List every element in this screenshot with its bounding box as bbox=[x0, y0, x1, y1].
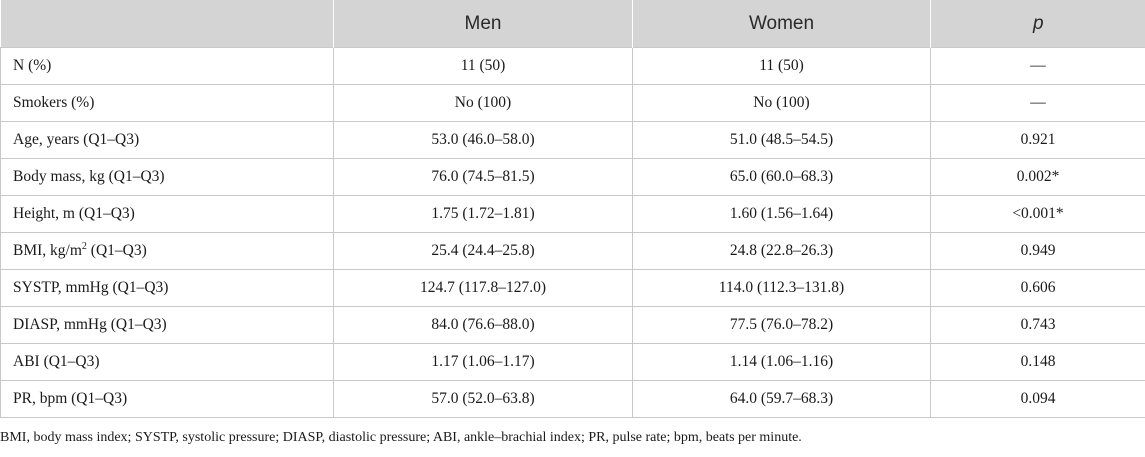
table-row: N (%) 11 (50) 11 (50) — bbox=[0, 47, 1145, 85]
men-value: 1.75 (1.72–1.81) bbox=[333, 195, 633, 233]
women-value: 114.0 (112.3–131.8) bbox=[632, 269, 931, 307]
row-label: Body mass, kg (Q1–Q3) bbox=[0, 158, 334, 196]
row-label: Height, m (Q1–Q3) bbox=[0, 195, 334, 233]
women-value: 51.0 (48.5–54.5) bbox=[632, 121, 931, 159]
table-row: PR, bpm (Q1–Q3) 57.0 (52.0–63.8) 64.0 (5… bbox=[0, 380, 1145, 418]
p-value: — bbox=[930, 84, 1145, 122]
men-value: 1.17 (1.06–1.17) bbox=[333, 343, 633, 381]
men-value: 57.0 (52.0–63.8) bbox=[333, 380, 633, 418]
women-value: 1.60 (1.56–1.64) bbox=[632, 195, 931, 233]
row-label: PR, bpm (Q1–Q3) bbox=[0, 380, 334, 418]
men-value: 11 (50) bbox=[333, 47, 633, 85]
women-value: 11 (50) bbox=[632, 47, 931, 85]
table-row: SYSTP, mmHg (Q1–Q3) 124.7 (117.8–127.0) … bbox=[0, 269, 1145, 307]
row-label: Smokers (%) bbox=[0, 84, 334, 122]
women-value: 24.8 (22.8–26.3) bbox=[632, 232, 931, 270]
row-label: SYSTP, mmHg (Q1–Q3) bbox=[0, 269, 334, 307]
men-value: 124.7 (117.8–127.0) bbox=[333, 269, 633, 307]
women-value: 64.0 (59.7–68.3) bbox=[632, 380, 931, 418]
p-value: — bbox=[930, 47, 1145, 85]
p-value: 0.148 bbox=[930, 343, 1145, 381]
table-row: ABI (Q1–Q3) 1.17 (1.06–1.17) 1.14 (1.06–… bbox=[0, 343, 1145, 381]
table-row: Smokers (%) No (100) No (100) — bbox=[0, 84, 1145, 122]
table-body: N (%) 11 (50) 11 (50) — Smokers (%) No (… bbox=[0, 47, 1145, 418]
row-label-superscript: 2 bbox=[81, 240, 87, 252]
row-label: ABI (Q1–Q3) bbox=[0, 343, 334, 381]
men-value: 53.0 (46.0–58.0) bbox=[333, 121, 633, 159]
men-value: No (100) bbox=[333, 84, 633, 122]
p-value: 0.949 bbox=[930, 232, 1145, 270]
header-women: Women bbox=[632, 0, 931, 48]
women-value: 65.0 (60.0–68.3) bbox=[632, 158, 931, 196]
row-label: DIASP, mmHg (Q1–Q3) bbox=[0, 306, 334, 344]
men-value: 25.4 (24.4–25.8) bbox=[333, 232, 633, 270]
p-value: <0.001* bbox=[930, 195, 1145, 233]
p-value: 0.094 bbox=[930, 380, 1145, 418]
table-footnote: BMI, body mass index; SYSTP, systolic pr… bbox=[0, 430, 802, 445]
men-value: 76.0 (74.5–81.5) bbox=[333, 158, 633, 196]
row-label-suffix: (Q1–Q3) bbox=[86, 242, 147, 259]
table-row: Body mass, kg (Q1–Q3) 76.0 (74.5–81.5) 6… bbox=[0, 158, 1145, 196]
row-label: N (%) bbox=[0, 47, 334, 85]
table-row: DIASP, mmHg (Q1–Q3) 84.0 (76.6–88.0) 77.… bbox=[0, 306, 1145, 344]
women-value: 77.5 (76.0–78.2) bbox=[632, 306, 931, 344]
p-value: 0.921 bbox=[930, 121, 1145, 159]
row-label-text: BMI, kg/m bbox=[13, 242, 82, 259]
table-row: Age, years (Q1–Q3) 53.0 (46.0–58.0) 51.0… bbox=[0, 121, 1145, 159]
header-men: Men bbox=[333, 0, 633, 48]
p-value: 0.002* bbox=[930, 158, 1145, 196]
p-value: 0.743 bbox=[930, 306, 1145, 344]
table-header: Men Women p bbox=[0, 0, 1145, 48]
header-row: Men Women p bbox=[0, 0, 1145, 48]
women-value: 1.14 (1.06–1.16) bbox=[632, 343, 931, 381]
header-empty bbox=[0, 0, 334, 48]
p-value: 0.606 bbox=[930, 269, 1145, 307]
table-row: BMI, kg/m2 (Q1–Q3) 25.4 (24.4–25.8) 24.8… bbox=[0, 232, 1145, 270]
women-value: No (100) bbox=[632, 84, 931, 122]
header-p-value: p bbox=[930, 0, 1145, 48]
row-label: Age, years (Q1–Q3) bbox=[0, 121, 334, 159]
table-row: Height, m (Q1–Q3) 1.75 (1.72–1.81) 1.60 … bbox=[0, 195, 1145, 233]
row-label: BMI, kg/m2 (Q1–Q3) bbox=[0, 232, 334, 270]
men-value: 84.0 (76.6–88.0) bbox=[333, 306, 633, 344]
data-table: Men Women p N (%) 11 (50) 11 (50) — Smok… bbox=[0, 0, 1145, 418]
